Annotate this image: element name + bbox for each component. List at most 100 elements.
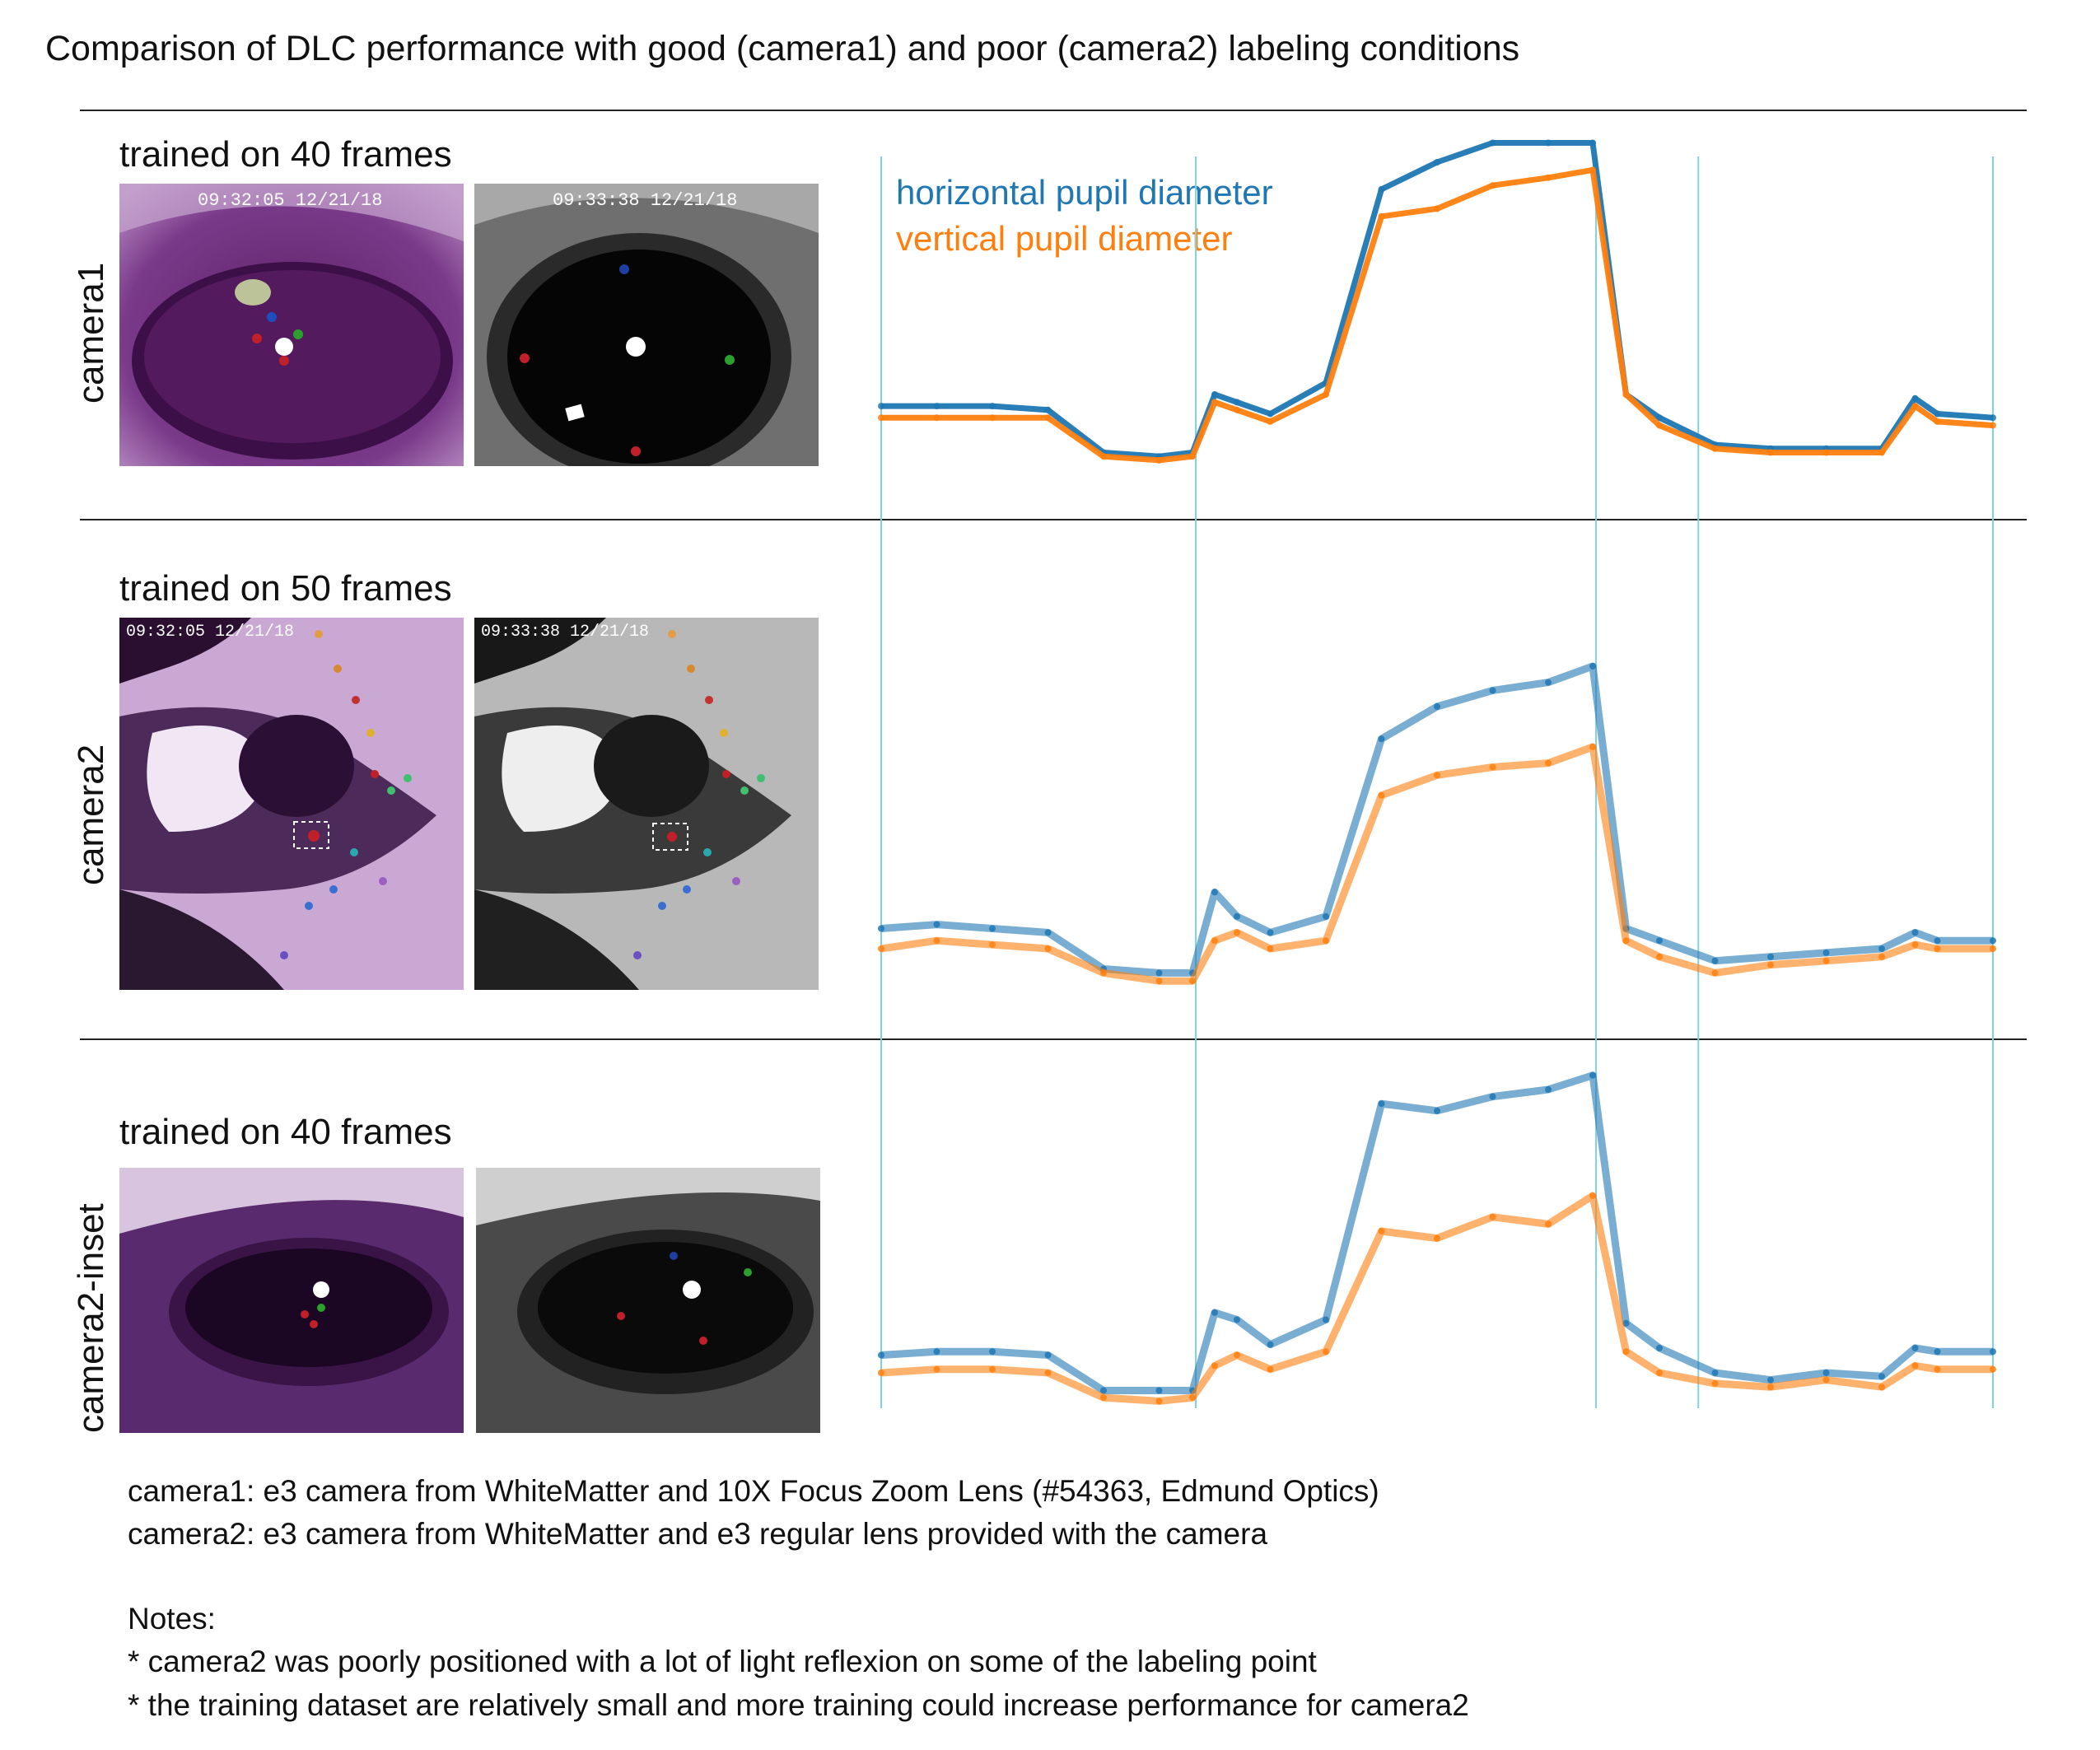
camera2-vertical-point xyxy=(1378,791,1385,799)
camera1-vertical-point xyxy=(1489,182,1496,189)
camera1-vertical-point xyxy=(1822,449,1830,456)
camera2-vertical-point xyxy=(1323,937,1329,945)
camera1-vertical-point xyxy=(1878,449,1885,456)
camera2-inset-vertical-point xyxy=(1189,1394,1196,1402)
camera2-inset-vertical-point xyxy=(878,1370,884,1376)
eye-inset-image xyxy=(119,1168,464,1433)
camera1-vertical-point xyxy=(1990,422,1996,429)
camera1-vertical-point xyxy=(1911,403,1919,410)
camera2-inset-horizontal-point xyxy=(1323,1316,1329,1323)
camera1-frame-color: 09:32:05 12/21/18 xyxy=(119,184,464,466)
camera2-vertical-point xyxy=(1911,941,1919,949)
training-label-camera2: trained on 50 frames xyxy=(119,568,452,609)
legend-vertical: vertical pupil diameter xyxy=(896,219,1233,258)
camera1-vertical-point xyxy=(1100,453,1107,460)
camera1-horizontal-point xyxy=(878,403,884,410)
camera1-vertical-point xyxy=(1189,453,1196,460)
camera1-horizontal-point xyxy=(933,403,940,410)
camera2-inset-horizontal-point xyxy=(989,1348,996,1356)
camera2-inset-vertical-point xyxy=(1934,1365,1941,1373)
camera2-inset-horizontal-point xyxy=(1211,1309,1218,1316)
camera2-inset-horizontal-point xyxy=(1589,1071,1596,1079)
camera1-vertical-point xyxy=(1323,391,1329,398)
camera2-inset-vertical-point xyxy=(1711,1379,1719,1387)
divider-top xyxy=(80,110,2027,111)
camera1-vertical-point xyxy=(878,414,884,422)
camera2-inset-horizontal-point xyxy=(1711,1370,1719,1376)
camera1-vertical-point xyxy=(1622,391,1630,398)
divider-2 xyxy=(80,1038,2027,1040)
camera2-vertical-point xyxy=(1767,961,1774,968)
camera2-inset-frame-color xyxy=(119,1168,464,1433)
camera2-vertical-point xyxy=(878,945,884,952)
camera2-inset-horizontal-point xyxy=(1767,1376,1774,1384)
camera2-vertical-point xyxy=(1155,978,1163,985)
camera2-inset-vertical-point xyxy=(1767,1384,1774,1391)
camera1-horizontal-point xyxy=(1378,185,1385,193)
camera2-inset-vertical-point xyxy=(933,1365,940,1373)
camera2-inset-vertical-point xyxy=(1911,1362,1919,1370)
camera2-inset-horizontal-point xyxy=(1378,1100,1385,1108)
camera2-horizontal-point xyxy=(989,925,996,932)
camera2-horizontal-point xyxy=(1234,912,1240,920)
camera1-vertical-point xyxy=(1711,445,1719,452)
camera1-vertical-point xyxy=(1234,406,1240,413)
camera2-horizontal-point xyxy=(1911,929,1919,936)
camera1-vertical-point xyxy=(1044,414,1052,422)
camera1-vertical-point xyxy=(1267,418,1274,425)
camera1-vertical-point xyxy=(1434,205,1440,212)
camera1-horizontal-point xyxy=(1589,139,1596,147)
eye-frame-image xyxy=(474,184,819,466)
legend-horizontal: horizontal pupil diameter xyxy=(896,173,1273,212)
camera2-horizontal-point xyxy=(1044,929,1052,936)
camera2-frame-color: 09:32:05 12/21/18 xyxy=(119,618,464,990)
camera2-inset-horizontal-point xyxy=(1100,1387,1107,1394)
camera2-inset-vertical-point xyxy=(1323,1348,1329,1356)
camera2-vertical-point xyxy=(1934,945,1941,952)
timestamp: 09:32:05 12/21/18 xyxy=(198,190,383,211)
camera1-vertical-point xyxy=(1589,166,1596,174)
camera2-inset-horizontal-point xyxy=(878,1351,884,1359)
camera2-inset-horizontal-point xyxy=(1934,1348,1941,1356)
mouse-head-image xyxy=(474,618,819,990)
camera1-horizontal-point xyxy=(1489,139,1496,147)
camera2-inset-horizontal-point xyxy=(1622,1319,1630,1327)
camera2-inset-horizontal-point xyxy=(1878,1373,1885,1380)
camera2-inset-horizontal-point xyxy=(1489,1093,1496,1100)
camera2-inset-horizontal-point xyxy=(1434,1107,1440,1114)
camera2-horizontal-point xyxy=(1934,937,1941,945)
camera2-inset-vertical-point xyxy=(1489,1213,1496,1220)
camera2-horizontal-point xyxy=(1323,912,1329,920)
camera2-inset-vertical-point xyxy=(1822,1376,1830,1384)
camera1-horizontal-point xyxy=(1990,414,1996,422)
camera2-horizontal-point xyxy=(878,925,884,932)
camera2-vertical-point xyxy=(1545,759,1552,767)
camera2-inset-vertical-point xyxy=(1044,1370,1052,1376)
camera2-inset-vertical-point xyxy=(1545,1220,1552,1228)
camera2-inset-vertical-point xyxy=(1267,1365,1274,1373)
figure-title: Comparison of DLC performance with good … xyxy=(45,29,1520,68)
camera2-horizontal-point xyxy=(1656,937,1663,945)
camera2-vertical-point xyxy=(1100,969,1107,977)
camera2-inset-vertical-point xyxy=(1211,1362,1218,1370)
camera2-vertical-point xyxy=(1189,978,1196,985)
camera2-inset-horizontal-point xyxy=(1267,1341,1274,1348)
camera2-inset-vertical-point xyxy=(1234,1351,1240,1359)
camera2-inset-vertical-point xyxy=(1378,1228,1385,1234)
camera1-vertical-point xyxy=(933,414,940,422)
camera2-description: camera2: e3 camera from WhiteMatter and … xyxy=(128,1517,1268,1551)
camera1-horizontal-point xyxy=(1934,410,1941,418)
camera2-vertical-point xyxy=(1990,945,1996,952)
camera2-inset-vertical-point xyxy=(1622,1348,1630,1356)
camera2-horizontal-point xyxy=(1434,703,1440,710)
eye-inset-image xyxy=(476,1168,820,1433)
mouse-head-image xyxy=(119,618,464,990)
camera2-vertical-point xyxy=(1234,929,1240,936)
camera2-vertical-point xyxy=(1822,957,1830,964)
camera1-horizontal-point xyxy=(1545,139,1552,147)
camera1-horizontal-point xyxy=(1911,394,1919,402)
camera2-vertical-point xyxy=(1434,772,1440,779)
timestamp: 09:33:38 12/21/18 xyxy=(481,623,650,642)
camera2-horizontal-point xyxy=(1822,949,1830,956)
